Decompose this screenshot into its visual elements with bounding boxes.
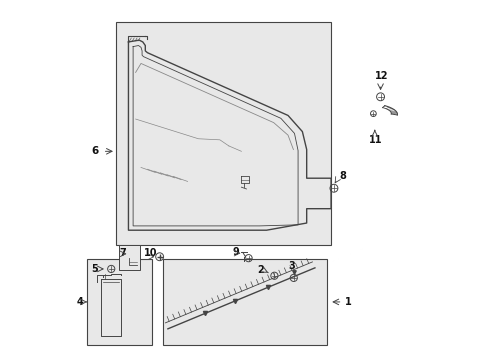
Bar xyxy=(116,22,331,244)
Bar xyxy=(163,259,327,345)
Text: 10: 10 xyxy=(144,248,157,258)
Text: 6: 6 xyxy=(92,146,98,156)
Text: 11: 11 xyxy=(369,135,383,145)
Text: 12: 12 xyxy=(374,71,388,81)
Text: 8: 8 xyxy=(340,171,346,181)
Bar xyxy=(87,259,152,345)
Text: 5: 5 xyxy=(92,264,98,274)
Text: 2: 2 xyxy=(257,265,264,275)
Text: 4: 4 xyxy=(76,297,83,307)
Text: 9: 9 xyxy=(232,247,239,257)
Text: 1: 1 xyxy=(344,297,351,307)
Text: 7: 7 xyxy=(120,248,126,258)
Text: 3: 3 xyxy=(288,261,295,271)
Bar xyxy=(119,245,140,270)
